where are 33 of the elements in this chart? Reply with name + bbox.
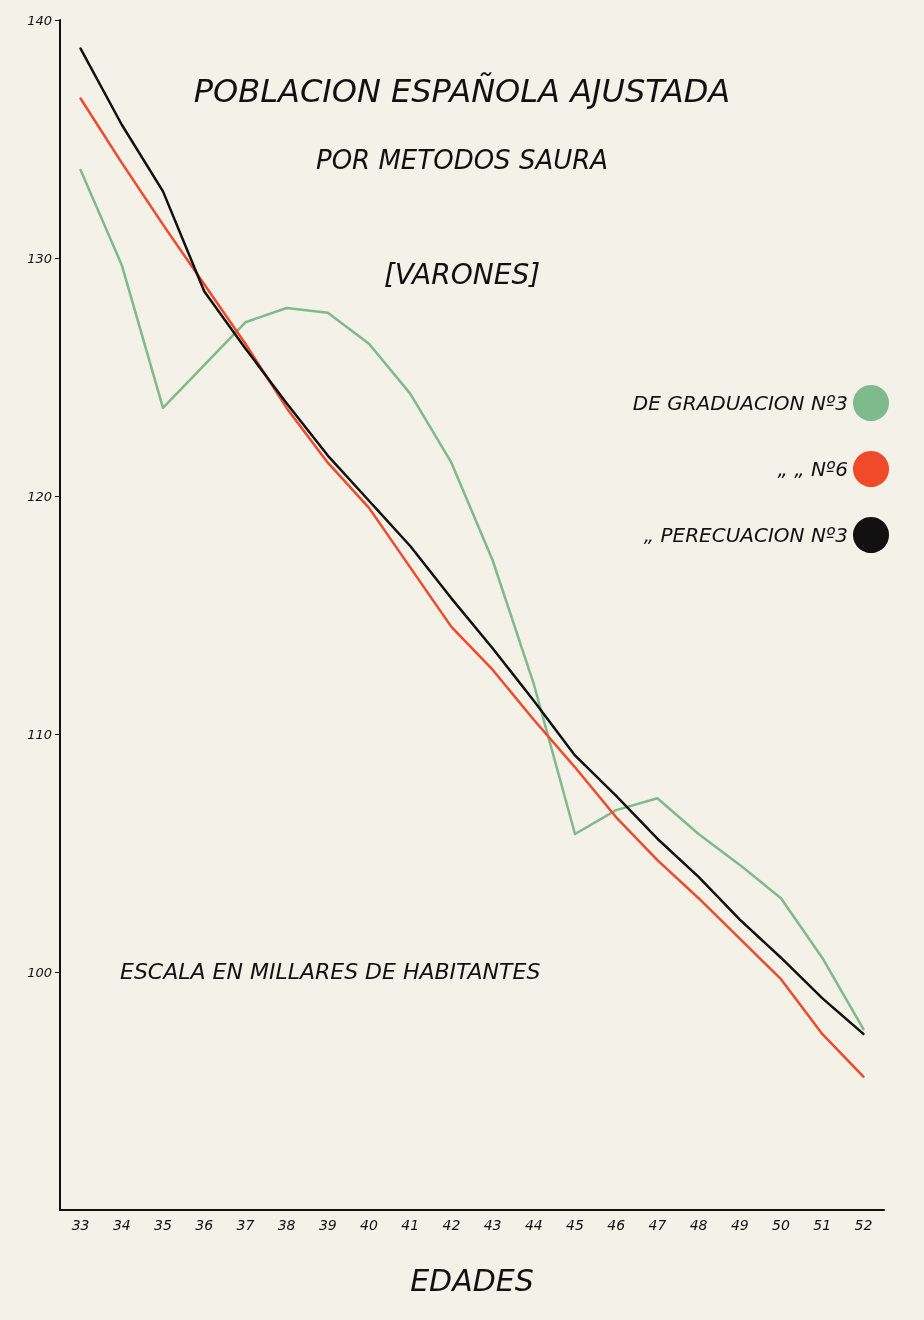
annotation: [VARONES] (383, 257, 541, 291)
x-tick-label: 33 (71, 1217, 90, 1233)
y-tick-label: 120 (27, 488, 52, 504)
x-tick-label: 46 (607, 1217, 626, 1233)
x-tick-label: 38 (277, 1217, 296, 1233)
text: POR METODOS SAURA (315, 145, 609, 175)
x-tick-label: 40 (360, 1217, 378, 1233)
x-tick-label: 50 (772, 1217, 790, 1233)
x-tick-label: 37 (236, 1217, 255, 1233)
legend-label: „ „ Nº6 (777, 457, 848, 481)
x-tick-label: 45 (566, 1217, 584, 1233)
x-tick-label: 52 (854, 1217, 873, 1233)
x-tick-label: 47 (648, 1217, 667, 1233)
x-tick-label: 49 (730, 1217, 749, 1233)
y-tick-label: 130 (27, 250, 52, 266)
legend-label: „ PERECUACION Nº3 (643, 523, 848, 547)
x-axis-title: EDADES (410, 1262, 534, 1298)
y-tick-label: 140 (27, 12, 52, 28)
legend-label: DE GRADUACION Nº3 (632, 391, 848, 415)
y-tick-label: 110 (27, 726, 52, 742)
x-tick-label: 34 (112, 1217, 131, 1233)
y-tick-label: 100 (27, 964, 52, 980)
x-tick-label: 43 (483, 1217, 502, 1233)
x-tick-label: 35 (154, 1217, 172, 1233)
x-tick-label: 48 (689, 1217, 708, 1233)
x-tick-label: 44 (524, 1217, 543, 1233)
x-tick-label: 39 (318, 1217, 337, 1233)
text: POBLACION ESPAÑOLA AJUSTADA (193, 72, 731, 110)
x-tick-label: 41 (401, 1217, 420, 1233)
annotation: ESCALA EN MILLARES DE HABITANTES (120, 958, 541, 984)
x-tick-label: 51 (813, 1217, 832, 1233)
x-tick-label: 36 (195, 1217, 214, 1233)
x-tick-label: 42 (442, 1217, 461, 1233)
